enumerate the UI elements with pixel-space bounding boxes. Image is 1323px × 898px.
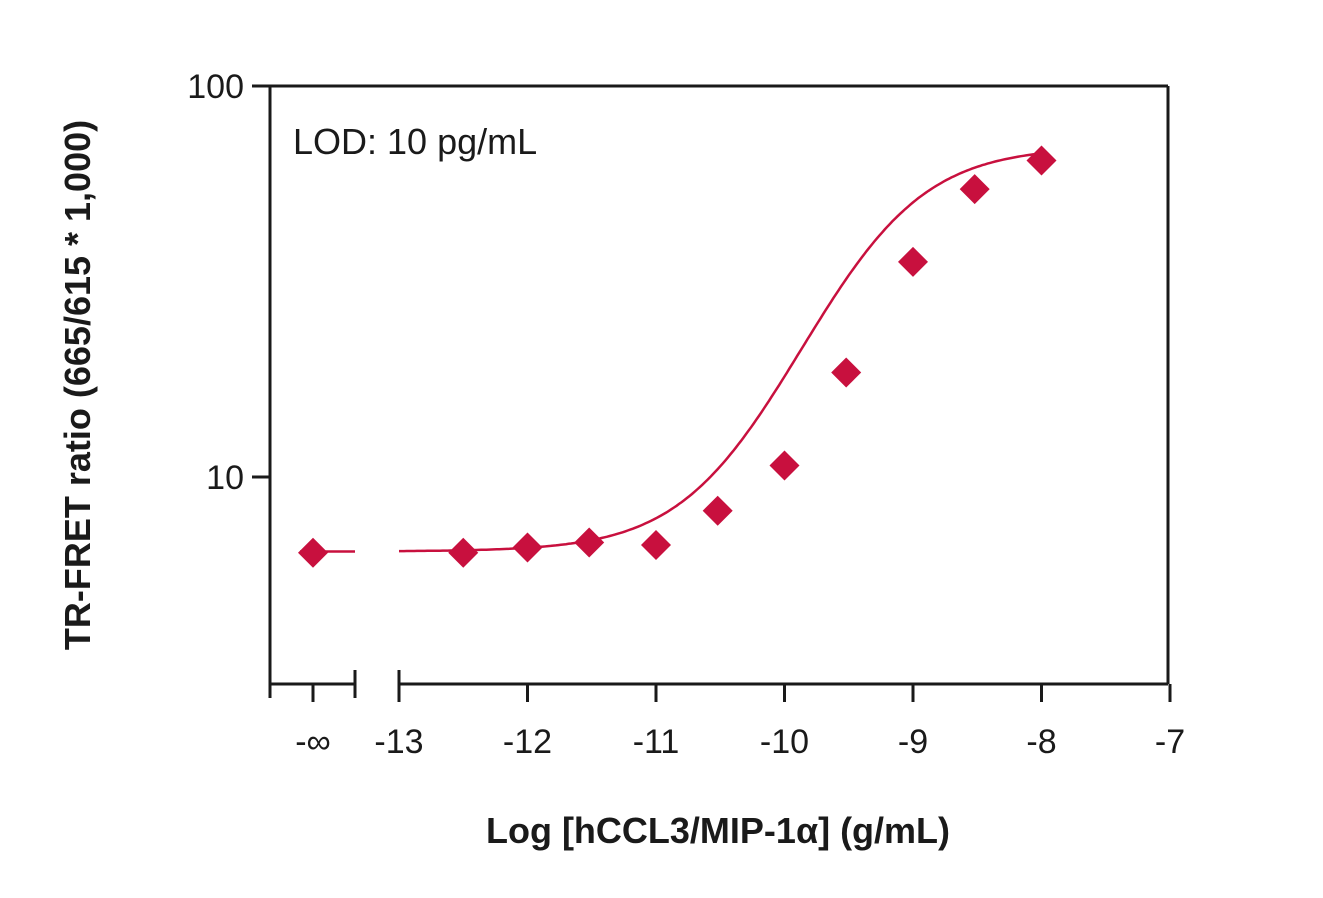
x-axis-title: Log [hCCL3/MIP-1α] (g/mL) bbox=[486, 810, 950, 851]
x-tick-label--9: -9 bbox=[898, 723, 928, 761]
data-point-1 bbox=[448, 537, 479, 568]
data-point-3 bbox=[574, 527, 605, 558]
y-axis-title: TR-FRET ratio (665/615 * 1,000) bbox=[57, 120, 98, 650]
x-tick-label--8: -8 bbox=[1026, 723, 1056, 761]
data-point-7 bbox=[831, 357, 862, 388]
data-point-9 bbox=[959, 174, 990, 205]
data-point-4 bbox=[641, 530, 671, 561]
y-tick-label-100: 100 bbox=[187, 68, 244, 106]
x-tick-label--7: -7 bbox=[1155, 723, 1185, 761]
data-point-neg-infinity bbox=[298, 537, 328, 568]
data-point-2 bbox=[512, 532, 543, 563]
x-tick-label-neg-infinity: -∞ bbox=[295, 723, 331, 761]
data-point-8 bbox=[898, 246, 928, 277]
data-point-5 bbox=[702, 495, 733, 526]
x-tick-label--12: -12 bbox=[503, 723, 552, 761]
x-tick-label--11: -11 bbox=[633, 723, 680, 761]
fit-curve bbox=[399, 152, 1042, 553]
x-tick-label--13: -13 bbox=[374, 723, 423, 761]
y-tick-label-10: 10 bbox=[206, 459, 244, 497]
lod-annotation: LOD: 10 pg/mL bbox=[293, 121, 537, 162]
data-point-10 bbox=[1026, 145, 1057, 176]
x-tick-label--10: -10 bbox=[760, 723, 809, 761]
data-point-6 bbox=[769, 450, 800, 481]
